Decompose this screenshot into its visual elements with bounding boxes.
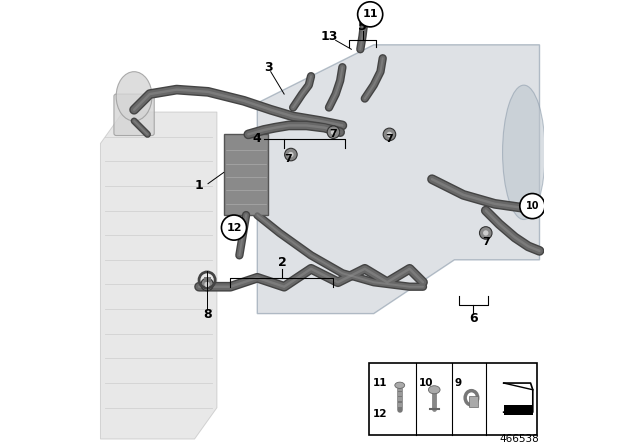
Circle shape xyxy=(288,152,294,157)
Circle shape xyxy=(479,227,492,239)
Text: 11: 11 xyxy=(373,378,387,388)
Circle shape xyxy=(520,194,545,219)
Text: 4: 4 xyxy=(253,132,262,146)
Bar xyxy=(397,403,402,407)
Text: 7: 7 xyxy=(330,129,337,139)
Circle shape xyxy=(383,128,396,141)
Text: 7: 7 xyxy=(284,154,292,164)
Text: 9: 9 xyxy=(454,378,461,388)
Bar xyxy=(204,277,211,282)
Bar xyxy=(469,396,478,407)
Ellipse shape xyxy=(395,382,404,388)
Text: 7: 7 xyxy=(482,237,490,247)
FancyBboxPatch shape xyxy=(114,94,154,135)
Text: 7: 7 xyxy=(385,134,394,144)
Text: 12: 12 xyxy=(373,409,387,419)
Circle shape xyxy=(221,215,246,240)
Bar xyxy=(504,405,532,415)
Text: 5: 5 xyxy=(358,20,367,34)
Circle shape xyxy=(204,282,210,287)
Bar xyxy=(397,387,402,391)
Text: 10: 10 xyxy=(525,201,539,211)
Text: 2: 2 xyxy=(278,255,286,269)
Circle shape xyxy=(201,278,213,291)
Ellipse shape xyxy=(116,72,152,121)
Circle shape xyxy=(387,132,392,137)
Ellipse shape xyxy=(428,386,440,394)
Text: 13: 13 xyxy=(320,30,338,43)
Circle shape xyxy=(327,126,340,138)
Bar xyxy=(223,134,269,215)
Circle shape xyxy=(483,230,488,236)
Bar xyxy=(397,392,402,396)
Text: 6: 6 xyxy=(469,312,477,326)
Polygon shape xyxy=(100,112,217,439)
Circle shape xyxy=(331,129,336,135)
Circle shape xyxy=(358,2,383,27)
Text: 10: 10 xyxy=(419,378,433,388)
Text: 1: 1 xyxy=(195,179,204,193)
Polygon shape xyxy=(257,45,540,314)
Ellipse shape xyxy=(502,85,545,220)
Text: 12: 12 xyxy=(226,223,242,233)
Circle shape xyxy=(285,148,297,161)
Bar xyxy=(369,363,538,435)
Text: 11: 11 xyxy=(362,9,378,19)
Text: 8: 8 xyxy=(203,308,211,321)
Bar xyxy=(397,397,402,401)
Text: 466538: 466538 xyxy=(500,435,540,444)
Text: 3: 3 xyxy=(264,60,273,74)
